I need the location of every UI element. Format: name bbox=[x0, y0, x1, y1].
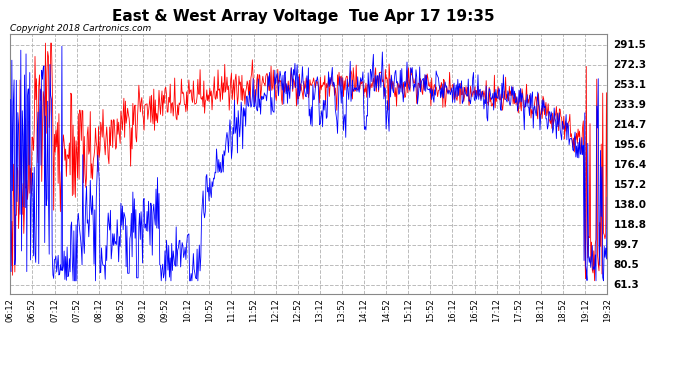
Text: 18:12: 18:12 bbox=[536, 298, 545, 322]
Text: 09:52: 09:52 bbox=[161, 298, 170, 322]
Text: 272.3: 272.3 bbox=[613, 60, 647, 70]
Text: 138.0: 138.0 bbox=[613, 200, 647, 210]
Text: 80.5: 80.5 bbox=[613, 260, 640, 270]
Text: 99.7: 99.7 bbox=[613, 240, 639, 250]
Text: 08:52: 08:52 bbox=[117, 298, 126, 322]
Text: 06:52: 06:52 bbox=[28, 298, 37, 322]
Text: 19:32: 19:32 bbox=[602, 298, 612, 322]
Text: 14:12: 14:12 bbox=[359, 298, 368, 322]
Text: 233.9: 233.9 bbox=[613, 100, 647, 110]
Text: Copyright 2018 Cartronics.com: Copyright 2018 Cartronics.com bbox=[10, 24, 152, 33]
Text: 06:12: 06:12 bbox=[6, 298, 15, 322]
Text: 16:52: 16:52 bbox=[470, 298, 479, 322]
Text: 17:12: 17:12 bbox=[492, 298, 501, 322]
Text: 157.2: 157.2 bbox=[613, 180, 647, 190]
Text: 291.5: 291.5 bbox=[613, 40, 647, 50]
Text: 11:12: 11:12 bbox=[227, 298, 236, 322]
Text: East Array  (DC Volts): East Array (DC Volts) bbox=[391, 16, 517, 25]
Text: 15:52: 15:52 bbox=[426, 298, 435, 322]
Text: 07:52: 07:52 bbox=[72, 298, 81, 322]
Text: 118.8: 118.8 bbox=[613, 220, 647, 230]
Text: 10:12: 10:12 bbox=[183, 298, 192, 322]
Text: 15:12: 15:12 bbox=[404, 298, 413, 322]
Text: 13:52: 13:52 bbox=[337, 298, 346, 322]
Text: 253.1: 253.1 bbox=[613, 80, 647, 90]
Text: 19:12: 19:12 bbox=[580, 298, 589, 322]
Text: West Array  (DC Volts): West Array (DC Volts) bbox=[526, 16, 653, 25]
Text: 08:12: 08:12 bbox=[95, 298, 103, 322]
Text: 14:52: 14:52 bbox=[382, 298, 391, 322]
Text: 195.6: 195.6 bbox=[613, 140, 647, 150]
Text: 10:52: 10:52 bbox=[205, 298, 214, 322]
Text: 09:12: 09:12 bbox=[139, 298, 148, 322]
Text: 11:52: 11:52 bbox=[249, 298, 258, 322]
Text: 07:12: 07:12 bbox=[50, 298, 59, 322]
Text: 13:12: 13:12 bbox=[315, 298, 324, 322]
Text: 17:52: 17:52 bbox=[514, 298, 523, 322]
Text: 12:52: 12:52 bbox=[293, 298, 302, 322]
Text: 176.4: 176.4 bbox=[613, 160, 647, 170]
Text: 214.7: 214.7 bbox=[613, 120, 647, 130]
Text: 61.3: 61.3 bbox=[613, 280, 640, 290]
Text: 16:12: 16:12 bbox=[448, 298, 457, 322]
Text: 12:12: 12:12 bbox=[271, 298, 280, 322]
Text: East & West Array Voltage  Tue Apr 17 19:35: East & West Array Voltage Tue Apr 17 19:… bbox=[112, 9, 495, 24]
Text: 18:52: 18:52 bbox=[558, 298, 567, 322]
